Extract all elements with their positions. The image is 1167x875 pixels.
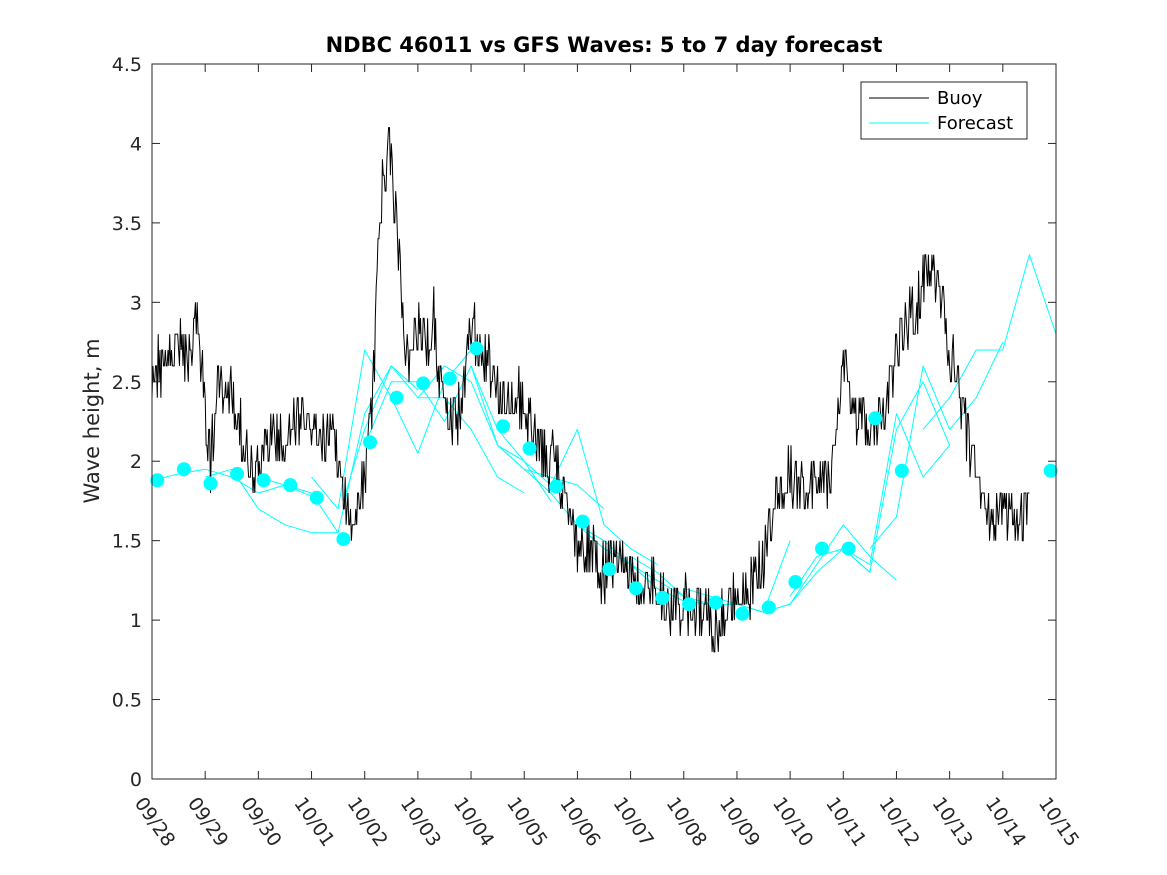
forecast-point	[230, 466, 245, 481]
y-tick-label: 3	[130, 292, 142, 314]
y-tick-label: 0.5	[112, 690, 142, 712]
forecast-point	[682, 597, 697, 612]
forecast-point	[363, 435, 377, 450]
y-tick-label: 4.5	[112, 54, 142, 76]
y-tick-label: 2	[130, 451, 142, 473]
forecast-point	[761, 600, 776, 615]
forecast-run-line	[205, 468, 339, 534]
y-tick-label: 4	[130, 133, 142, 155]
forecast-run-line	[470, 365, 658, 565]
buoy-series	[151, 127, 1030, 653]
plot-area	[150, 63, 1058, 780]
forecast-point	[894, 463, 909, 478]
forecast-point	[336, 532, 351, 547]
forecast-point	[628, 581, 643, 596]
forecast-point	[496, 419, 510, 434]
buoy-line	[151, 127, 1030, 653]
forecast-point	[203, 476, 218, 491]
forecast-point	[735, 606, 750, 621]
legend: Buoy Forecast	[860, 81, 1028, 140]
forecast-point	[1043, 463, 1058, 478]
y-axis: 0 0.5 1 1.5 2 2.5 3 3.5 4 4.5	[112, 54, 1056, 791]
forecast-run-line	[789, 413, 950, 597]
legend-box	[860, 81, 1028, 140]
y-tick-label: 2.5	[112, 372, 142, 394]
forecast-point	[416, 376, 431, 391]
forecast-point	[442, 371, 457, 386]
forecast-run-line	[736, 524, 897, 613]
forecast-point	[176, 462, 191, 477]
forecast-point	[309, 490, 324, 505]
legend-buoy-label: Buoy	[937, 88, 983, 109]
forecast-point	[522, 441, 537, 456]
forecast-point	[815, 541, 829, 556]
forecast-point	[708, 595, 723, 610]
forecast-point	[389, 390, 404, 405]
y-axis-label: Wave height, m	[80, 338, 104, 503]
axes-background	[152, 64, 1056, 779]
legend-forecast-label: Forecast	[937, 113, 1013, 134]
forecast-point	[283, 478, 298, 493]
forecast-point	[575, 514, 590, 529]
forecast-point	[256, 473, 271, 488]
chart-title: NDBC 46011 vs GFS Waves: 5 to 7 day fore…	[326, 33, 883, 57]
forecast-point	[469, 341, 484, 356]
axes-box	[151, 63, 1057, 780]
y-tick-label: 1.5	[112, 531, 142, 553]
forecast-point	[841, 541, 856, 556]
forecast-point	[150, 473, 165, 488]
forecast-point	[602, 562, 617, 577]
forecast-run-line	[922, 254, 1057, 430]
forecast-run-line	[364, 365, 552, 502]
forecast-point	[655, 590, 670, 605]
forecast-point	[549, 479, 564, 494]
y-tick-label: 1	[130, 610, 142, 632]
forecast-point	[868, 411, 883, 426]
forecast-run-line	[842, 381, 951, 573]
y-tick-label: 0	[130, 769, 142, 791]
forecast-point	[788, 575, 803, 589]
forecast-points	[150, 341, 1058, 621]
y-tick-label: 3.5	[112, 213, 142, 235]
forecast-run-line	[869, 341, 1004, 549]
